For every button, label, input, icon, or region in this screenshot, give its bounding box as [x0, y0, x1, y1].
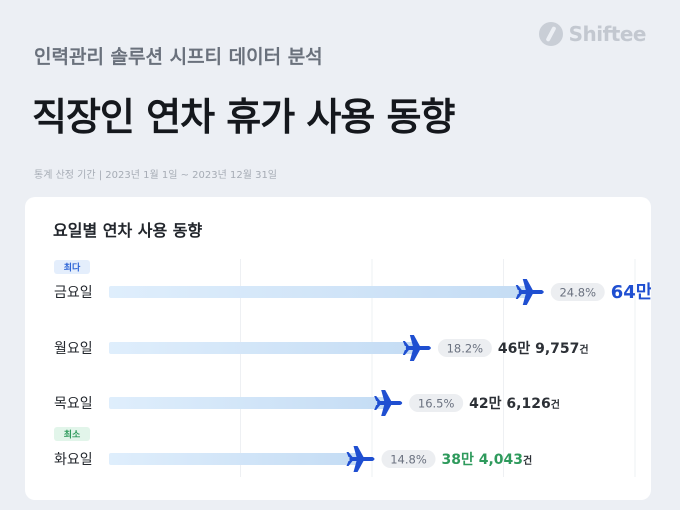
percent-pill	[409, 394, 464, 412]
airplane-icon	[346, 446, 375, 472]
shiftee-logo-text: Shiftee	[568, 22, 647, 46]
bar	[109, 342, 418, 354]
percent-label: 18.2%	[447, 342, 484, 356]
page-title: 직장인 연차 휴가 사용 동향	[32, 95, 455, 139]
percent-pill	[437, 339, 492, 357]
airplane-icon	[374, 390, 403, 416]
max-badge-label: 최다	[64, 262, 81, 274]
shiftee-logo-icon	[538, 22, 563, 46]
max-badge	[54, 260, 90, 274]
airplane-icon	[515, 279, 544, 305]
chart-title: 요일별 연차 사용 동향	[53, 221, 203, 240]
bar	[109, 397, 390, 409]
category-label: 월요일	[54, 341, 93, 357]
shiftee-logo: Shiftee	[538, 22, 647, 46]
percent-label: 16.5%	[418, 397, 455, 411]
value-label: 46만 9,757건	[498, 341, 589, 357]
value-label: 64만 1,444건	[611, 282, 651, 303]
percent-pill	[550, 283, 605, 301]
percent-label: 14.8%	[390, 453, 427, 467]
percent-label: 24.8%	[559, 286, 596, 300]
statistics-period: 통계 산정 기간 | 2023년 1월 1일 ~ 2023년 12월 31일	[34, 170, 278, 181]
bar	[109, 453, 362, 465]
percent-pill	[381, 450, 436, 468]
min-badge	[54, 427, 90, 441]
category-label: 화요일	[54, 452, 93, 468]
category-label: 목요일	[54, 396, 93, 412]
airplane-icon	[402, 335, 431, 361]
value-label: 38만 4,043건	[442, 452, 533, 468]
value-label: 42만 6,126건	[469, 396, 560, 412]
bar	[109, 286, 531, 298]
category-label: 금요일	[54, 285, 93, 301]
page-subtitle: 인력관리 솔루션 시프티 데이터 분석	[34, 46, 323, 68]
min-badge-label: 최소	[64, 429, 81, 441]
